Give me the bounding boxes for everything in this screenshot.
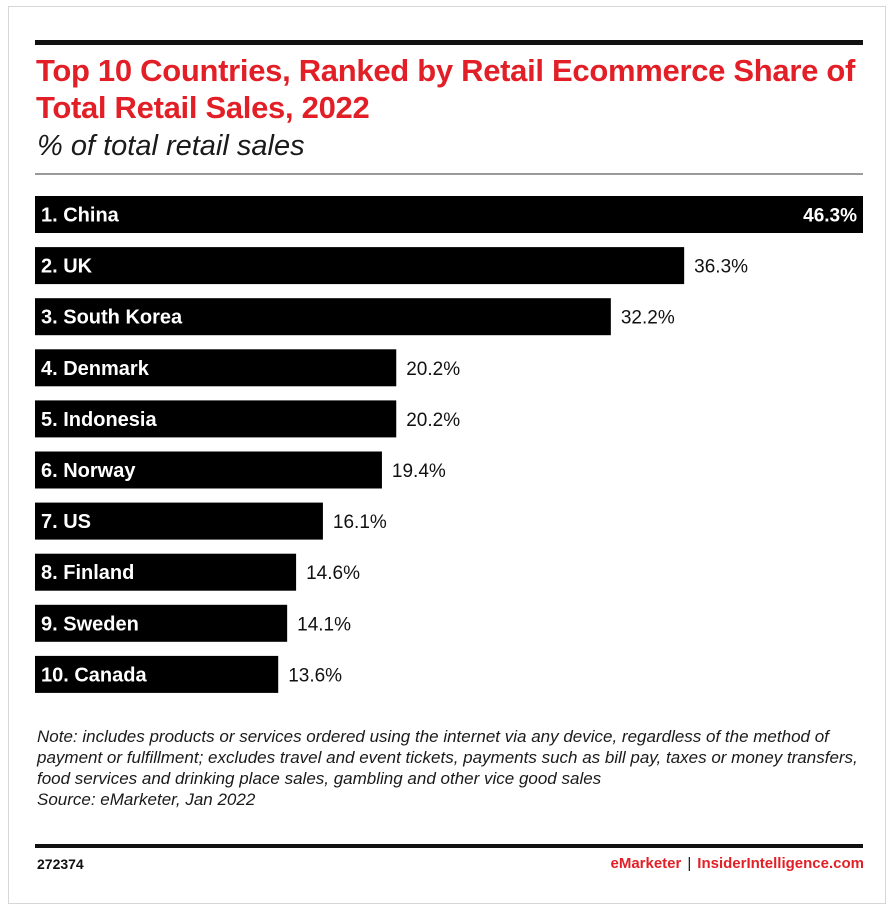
subtitle-rule <box>35 173 863 175</box>
bar <box>35 196 863 233</box>
value-label: 46.3% <box>803 206 857 227</box>
value-label: 16.1% <box>333 512 387 533</box>
bottom-rule <box>35 844 863 848</box>
brand-emarketer: eMarketer <box>610 855 682 872</box>
bar-group: 3. South Korea 32.2% <box>35 298 675 336</box>
value-label: 20.2% <box>406 359 460 380</box>
category-label: 6. Norway <box>41 460 136 482</box>
bar <box>35 349 397 387</box>
category-label: 10. Canada <box>41 664 147 686</box>
bar <box>35 604 288 642</box>
category-label: 5. Indonesia <box>41 409 157 431</box>
value-label: 14.6% <box>306 563 360 584</box>
bar-group: 5. Indonesia 20.2% <box>35 400 460 438</box>
bar <box>35 502 323 540</box>
chart-id: 272374 <box>37 856 84 872</box>
bar <box>35 298 611 336</box>
brand-separator: | <box>687 855 692 872</box>
value-label: 13.6% <box>288 665 342 686</box>
value-label: 14.1% <box>297 614 351 635</box>
chart-subtitle: % of total retail sales <box>37 130 305 162</box>
bar <box>35 553 297 591</box>
category-label: 2. UK <box>41 256 93 278</box>
top-rule <box>35 40 863 45</box>
note-text: Note: includes products or services orde… <box>37 727 858 788</box>
bar-group: 1. China 46.3% <box>35 196 863 233</box>
bar-group: 9. Sweden 14.1% <box>35 604 351 642</box>
bar <box>35 451 382 489</box>
source-text: Source: eMarketer, Jan 2022 <box>37 790 256 809</box>
category-label: 7. US <box>41 511 91 533</box>
chart-title: Top 10 Countries, Ranked by Retail Ecomm… <box>36 53 856 125</box>
value-label: 20.2% <box>406 410 460 431</box>
bar <box>35 400 397 438</box>
value-label: 36.3% <box>694 257 748 278</box>
category-label: 3. South Korea <box>41 307 183 329</box>
footer-brand: eMarketer | InsiderIntelligence.com <box>610 855 864 872</box>
category-label: 4. Denmark <box>41 358 150 380</box>
chart-note: Note: includes products or services orde… <box>37 726 865 810</box>
bar-group: 10. Canada 13.6% <box>35 655 342 693</box>
value-label: 19.4% <box>392 461 446 482</box>
brand-insider-intelligence[interactable]: InsiderIntelligence.com <box>697 855 864 872</box>
category-label: 1. China <box>41 205 120 227</box>
category-label: 8. Finland <box>41 562 134 584</box>
category-label: 9. Sweden <box>41 613 139 635</box>
bar <box>35 655 279 693</box>
bar <box>35 247 685 285</box>
bar-group: 2. UK 36.3% <box>35 247 748 285</box>
bar-group: 7. US 16.1% <box>35 502 387 540</box>
bar-group: 8. Finland 14.6% <box>35 553 360 591</box>
bar-group: 4. Denmark 20.2% <box>35 349 460 387</box>
bar-group: 6. Norway 19.4% <box>35 451 446 489</box>
value-label: 32.2% <box>621 308 675 329</box>
